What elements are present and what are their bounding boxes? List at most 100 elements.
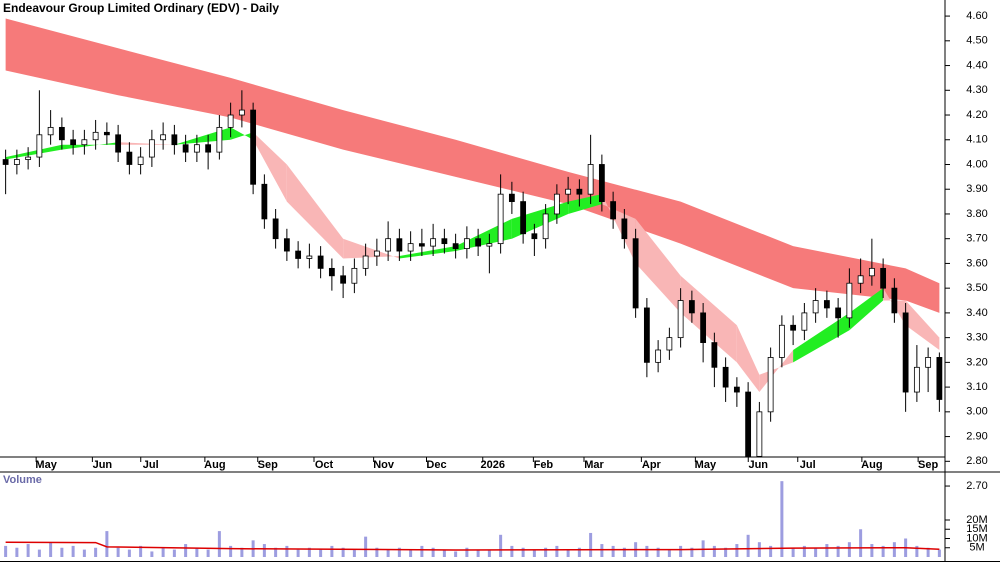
x-tick-label: Feb [534,459,554,471]
candle-body [598,164,605,202]
candle-body [688,300,695,314]
candle-body [452,243,459,249]
candle-body [655,349,662,363]
y-tick-label: 3.90 [966,183,987,195]
volume-bar [454,551,458,557]
candle-body [868,267,875,277]
volume-bar [94,547,98,557]
candle-body [621,218,628,240]
volume-bar [71,545,75,557]
volume-bar [139,545,143,557]
candle-body [767,357,774,413]
volume-bar [15,547,19,557]
candle-body [295,250,302,259]
volume-bar [240,547,244,557]
x-tick-label: Jul [143,459,159,471]
candle-body [70,139,77,146]
volume-bar [926,547,930,557]
y-tick-label: 4.40 [966,59,987,71]
candle-body [238,109,245,116]
volume-bar [532,549,536,557]
ema-ribbon [680,275,737,363]
candle-body [227,114,234,128]
volume-bar [262,544,266,557]
y-tick-label: 4.10 [966,134,987,146]
y-tick-label: 4.60 [966,10,987,22]
volume-bar [206,549,210,557]
x-tick-label: Jun [93,459,113,471]
y-tick-label: 20M [966,514,987,526]
volume-bar [161,547,165,557]
candle-body [373,250,380,257]
candle-body [666,337,673,351]
candle-body [283,238,290,252]
volume-bar [757,542,761,557]
volume-bar [195,547,199,557]
x-tick-label: May [695,459,717,471]
y-tick-label: 4.20 [966,109,987,121]
candle-body [216,126,223,153]
chart-title: Endeavour Group Limited Ordinary (EDV) -… [3,1,279,15]
candle-body [148,139,155,158]
y-tick-label: 3.30 [966,332,987,344]
candle-body [160,134,167,141]
volume-bar [330,545,334,557]
y-tick-label: 3.00 [966,406,987,418]
candle-body [396,238,403,252]
candle-body [610,201,617,220]
candle-body [171,134,178,146]
x-tick-label: Mar [584,459,604,471]
volume-bar [217,531,221,557]
volume-bar [4,545,8,557]
volume-bar [746,534,750,557]
trend-band [5,18,940,313]
ema-ribbon [253,132,287,202]
candle-body [182,144,189,153]
y-tick-label: 3.60 [966,257,987,269]
candle-body [205,144,212,153]
volume-bar [589,532,593,557]
y-tick-label: 3.50 [966,282,987,294]
volume-title: Volume [3,474,42,486]
y-tick-label: 5M [969,542,984,554]
volume-bar [735,544,739,557]
volume-bar [510,545,514,557]
volume-bar [690,547,694,557]
x-tick-label: Jun [748,459,768,471]
volume-bar [656,547,660,557]
volume-bar [611,545,615,557]
volume-bar [870,544,874,557]
candle-body [36,134,43,158]
volume-bar [814,547,818,557]
candle-body [711,342,718,368]
volume-bar [386,549,390,557]
volume-bar [341,547,345,557]
candle-body [913,366,920,393]
candle-body [891,287,898,314]
candle-body [362,255,369,269]
volume-bar [184,544,188,557]
ema-ribbon [399,246,456,259]
x-tick-label: May [35,459,57,471]
ema-ribbon [849,288,884,331]
y-tick-label: 3.40 [966,307,987,319]
candle-body [812,300,819,314]
y-tick-label: 4.30 [966,84,987,96]
volume-bar [892,542,896,557]
volume-bar [127,549,131,557]
ema-ribbon [5,144,62,160]
volume-bar [37,549,41,557]
volume-bar [116,547,120,557]
volume-bar [375,547,379,557]
candle-body [340,275,347,284]
volume-bar [622,547,626,557]
y-tick-label: 2.70 [966,480,987,492]
candle-body [643,307,650,363]
volume-bar [476,549,480,557]
x-tick-label: Apr [642,459,662,471]
volume-bar [307,547,311,557]
y-tick-label: 2.90 [966,430,987,442]
candle-body [790,324,797,331]
candle-body [418,243,425,247]
